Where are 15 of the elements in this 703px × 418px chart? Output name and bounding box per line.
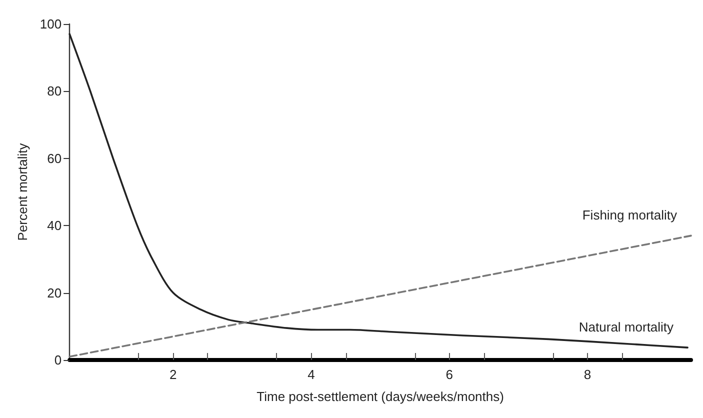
y-tick-label: 40 [47,218,62,234]
x-tick-label: 2 [170,367,177,382]
series-label: Fishing mortality [582,208,678,223]
y-tick-label: 80 [47,84,62,99]
y-tick-label: 100 [40,16,62,32]
y-tick-label: 60 [47,150,62,166]
y-tick-label: 20 [47,285,62,300]
x-axis-title: Time post-settlement (days/weeks/months) [256,389,504,404]
y-tick-label: 0 [54,352,62,368]
y-axis-title: Percent mortality [15,142,30,241]
line-series [68,33,688,348]
x-tick-label: 8 [584,367,592,382]
series-label: Natural mortality [578,320,674,335]
x-tick-label: 4 [308,367,315,382]
x-tick-label: 6 [446,367,453,382]
